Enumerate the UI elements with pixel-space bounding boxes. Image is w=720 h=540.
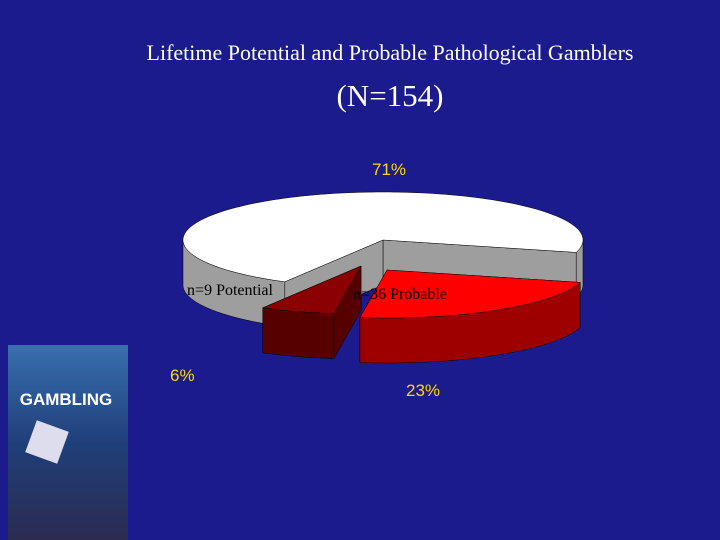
slice [182,191,584,283]
slice [261,265,362,314]
slice-label: n=9 Potential [187,282,273,299]
slice [359,269,581,319]
dice [25,420,69,464]
chart-subtitle: (N=154) [336,78,444,113]
cover-title: GAMBLING [20,390,113,409]
chart-title: Lifetime Potential and Probable Patholog… [146,40,634,65]
slice-label: n=36 Probable [353,286,447,303]
book-cover [8,345,128,540]
value-label: 71% [372,160,407,179]
value-label: 6% [170,366,195,385]
value-label: 23% [406,381,441,400]
slice-side [262,307,335,359]
